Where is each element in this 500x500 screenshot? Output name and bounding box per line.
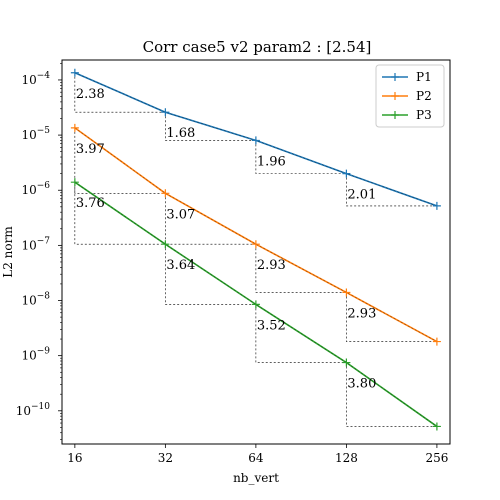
legend-box: [375, 64, 445, 128]
y-axis: 10−4 10−5 10−6 10−7 10−8 10−9 10−10: [16, 63, 62, 440]
x-axis: 16 32 64 128 256: [67, 444, 448, 465]
rate-triangle: [255, 244, 347, 293]
rate-label: 3.97: [76, 142, 105, 157]
rate-triangle: [255, 140, 347, 174]
rate-label: 1.68: [166, 126, 195, 141]
rate-label: 3.76: [76, 196, 105, 211]
x-tick-label: 256: [425, 451, 448, 465]
legend: P1 P2 P3: [375, 64, 445, 128]
y-tick-label: 10−8: [21, 292, 50, 308]
x-tick-label: 128: [335, 451, 358, 465]
x-axis-label: nb_vert: [233, 471, 279, 485]
legend-label: P3: [416, 108, 432, 122]
data-point-marker: [251, 300, 260, 309]
x-tick-label: 16: [67, 451, 82, 465]
data-point-marker: [70, 123, 79, 132]
rate-triangle: [346, 292, 437, 342]
legend-label: P2: [416, 89, 432, 103]
legend-marker: [391, 111, 399, 119]
data-point-marker: [70, 178, 79, 187]
data-point-marker: [161, 189, 170, 198]
data-point-marker: [342, 169, 351, 178]
data-point-marker: [432, 201, 441, 210]
y-tick-label: 10−7: [21, 236, 50, 252]
plot-area: 2.38 1.68 1.96 2.01 3.97 3.07 2.93 2.93 3.76 3.64…: [70, 68, 441, 431]
y-tick-label: 10−4: [21, 71, 50, 87]
rate-label: 2.38: [76, 87, 105, 102]
rate-triangle: [74, 72, 166, 113]
rate-label: 2.01: [347, 188, 376, 203]
rate-label: 3.07: [166, 207, 195, 222]
rate-triangle: [346, 362, 437, 427]
data-point-marker: [161, 108, 170, 117]
rate-label: 2.93: [257, 258, 286, 273]
rate-label: 3.64: [166, 258, 195, 273]
series-reference-line: [74, 181, 438, 427]
legend-label: P1: [416, 70, 432, 84]
rate-label: 1.96: [257, 154, 286, 169]
y-tick-label: 10−10: [16, 402, 51, 418]
y-tick-label: 10−6: [21, 181, 50, 197]
rate-label: 2.93: [347, 306, 376, 321]
data-point-marker: [432, 422, 441, 431]
rate-label: 3.80: [347, 377, 376, 392]
data-point-marker: [342, 288, 351, 297]
legend-marker: [391, 92, 399, 100]
y-tick-label: 10−5: [21, 126, 50, 142]
data-point-marker: [161, 240, 170, 249]
y-axis-label: L2 norm: [1, 226, 15, 278]
rate-triangle: [74, 127, 166, 194]
rate-label: 3.52: [257, 318, 286, 333]
data-point-marker: [70, 68, 79, 77]
rate-triangle: [165, 244, 256, 305]
series-reference-line: [74, 127, 438, 342]
chart-title: Corr case5 v2 param2 : [2.54]: [143, 38, 372, 56]
rate-triangle: [165, 193, 256, 245]
data-point-marker: [342, 358, 351, 367]
x-tick-label: 32: [158, 451, 173, 465]
legend-marker: [391, 73, 399, 81]
rate-triangle: [165, 112, 256, 141]
rate-triangle: [74, 182, 166, 245]
y-tick-label: 10−9: [21, 347, 50, 363]
x-tick-label: 64: [248, 451, 264, 465]
data-point-marker: [251, 136, 260, 145]
data-point-marker: [251, 240, 260, 249]
rate-triangle: [346, 173, 437, 207]
data-point-marker: [432, 337, 441, 346]
